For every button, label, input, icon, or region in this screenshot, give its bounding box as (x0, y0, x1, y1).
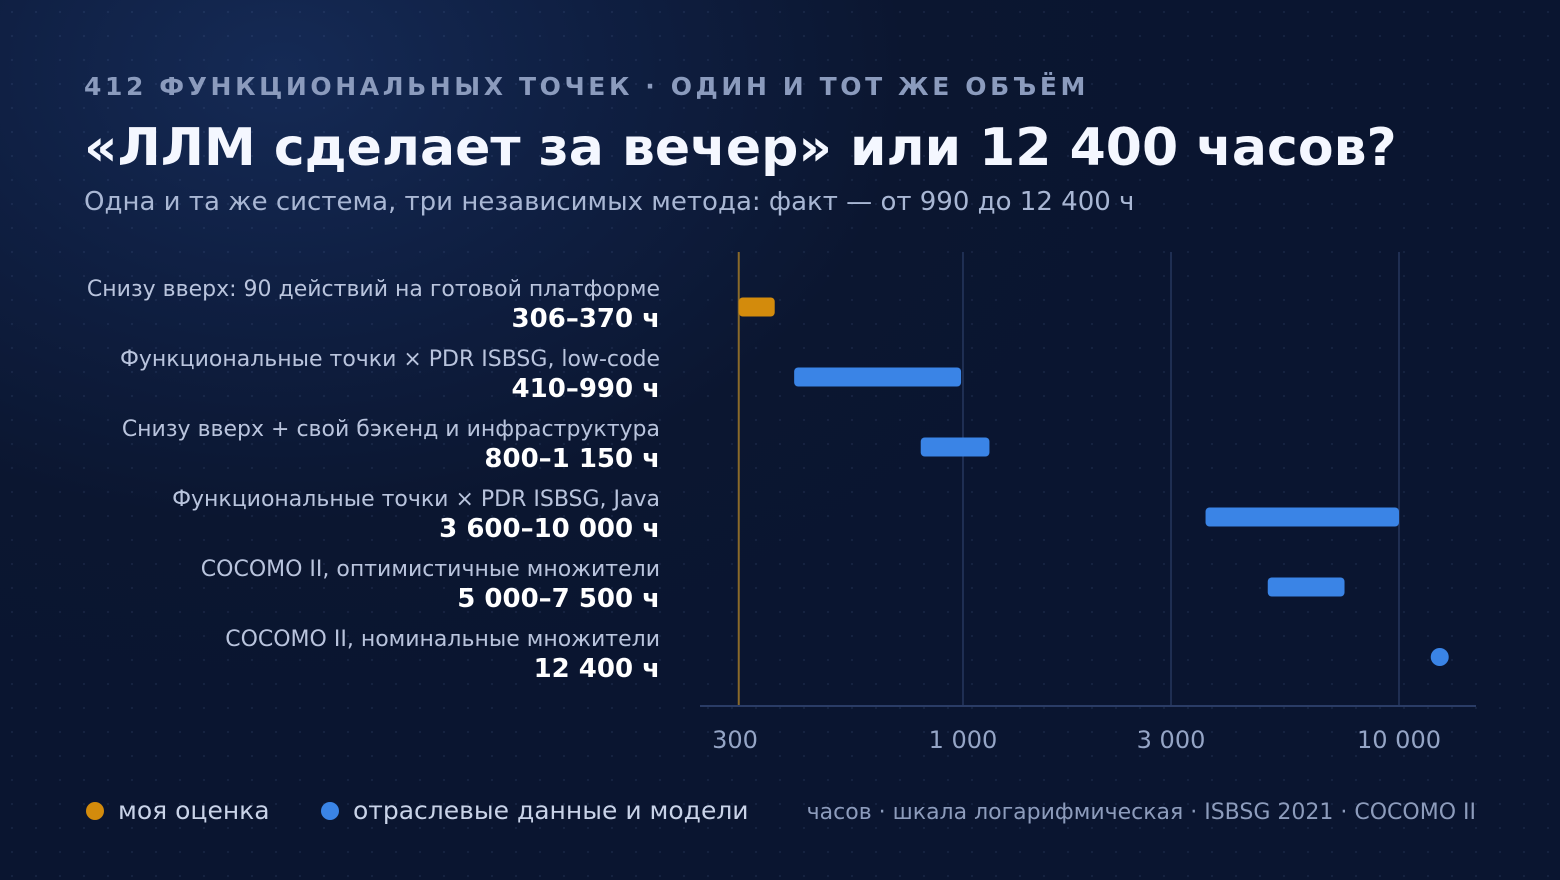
page-subtitle: Одна и та же система, три независимых ме… (84, 187, 1135, 217)
row-description: Снизу вверх + свой бэкенд и инфраструкту… (121, 417, 660, 442)
x-tick-label-300: 300 (712, 726, 758, 754)
row-description: Функциональные точки × PDR ISBSG, low-co… (119, 347, 660, 372)
legend-label-industry: отраслевые данные и модели (353, 796, 749, 825)
row-value: 800–1 150 ч (484, 444, 660, 474)
row-description: COCOMO II, оптимистичные множители (200, 557, 660, 582)
legend-label-mine: моя оценка (118, 796, 270, 825)
legend-dot-industry (321, 801, 339, 820)
point-row-6 (1430, 648, 1449, 666)
row-value: 3 600–10 000 ч (439, 514, 660, 544)
bar-row-2 (794, 367, 962, 387)
x-tick-label-1000: 1 000 (929, 726, 998, 754)
row-label-6: COCOMO II, номинальные множители 12 400 ч (225, 626, 660, 684)
bar-row-5 (1267, 577, 1345, 597)
footnote: часов · шкала логарифмическая · ISBSG 20… (806, 800, 1476, 825)
bar-row-4 (1205, 507, 1399, 527)
row-description: Снизу вверх: 90 действий на готовой плат… (86, 277, 660, 302)
bar-row-1 (738, 297, 775, 317)
row-value: 12 400 ч (533, 654, 660, 684)
legend-item-industry: отраслевые данные и модели (321, 796, 749, 825)
legend-item-mine: моя оценка (86, 796, 270, 825)
row-description: Функциональные точки × PDR ISBSG, Java (172, 487, 660, 512)
kicker: 412 ФУНКЦИОНАЛЬНЫХ ТОЧЕК · ОДИН И ТОТ ЖЕ… (84, 72, 1089, 101)
x-tick-label-3000: 3 000 (1137, 726, 1206, 754)
row-value: 306–370 ч (511, 304, 660, 334)
row-label-5: COCOMO II, оптимистичные множители 5 000–… (201, 556, 660, 614)
row-value: 5 000–7 500 ч (457, 584, 660, 614)
row-label-1: Снизу вверх: 90 действий на готовой плат… (87, 276, 660, 334)
x-tick-label-10000: 10 000 (1357, 726, 1441, 754)
row-label-2: Функциональные точки × PDR ISBSG, low-co… (120, 346, 660, 404)
legend-dot-mine (86, 801, 104, 820)
page-title: «ЛЛМ сделает за вечер» или 12 400 часов? (84, 118, 1397, 178)
row-label-4: Функциональные точки × PDR ISBSG, Java 3 … (172, 486, 660, 544)
row-description: COCOMO II, номинальные множители (225, 627, 660, 652)
row-label-3: Снизу вверх + свой бэкенд и инфраструкту… (122, 416, 660, 474)
bar-row-3 (920, 437, 990, 457)
row-value: 410–990 ч (511, 374, 660, 404)
